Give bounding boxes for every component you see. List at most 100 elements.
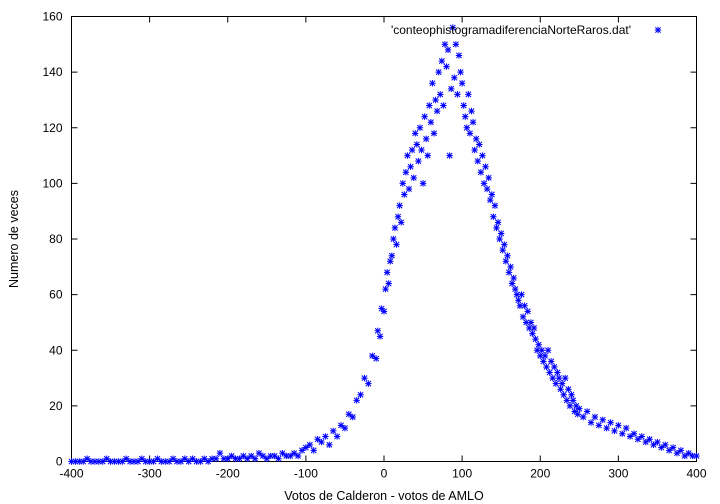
data-point: [440, 102, 447, 109]
data-point: [224, 455, 231, 462]
data-point: [499, 246, 506, 254]
data-point: [365, 380, 372, 387]
data-point: [665, 447, 673, 454]
data-points: [68, 24, 700, 465]
data-point: [507, 263, 514, 271]
data-point: [212, 455, 220, 462]
data-point: [154, 455, 161, 462]
data-point: [496, 235, 503, 243]
data-point: [540, 358, 547, 365]
data-point: [435, 68, 442, 76]
x-axis: -400 -300 -200 -100 0 100 200 300 400: [59, 16, 707, 481]
data-point: [314, 436, 321, 443]
x-tick-label: -400: [59, 467, 83, 481]
data-point: [677, 447, 685, 454]
data-point: [290, 449, 298, 457]
data-point: [396, 202, 403, 209]
data-point: [294, 452, 302, 460]
data-point: [255, 449, 263, 457]
data-point: [244, 455, 251, 462]
data-point: [259, 452, 267, 460]
data-point: [271, 452, 278, 460]
data-point: [599, 416, 606, 423]
data-point: [451, 74, 458, 81]
data-point: [482, 163, 489, 170]
data-point: [569, 397, 577, 404]
data-point: [306, 441, 313, 449]
data-point: [391, 224, 399, 232]
data-point: [547, 358, 555, 365]
data-point: [407, 163, 414, 170]
data-point: [437, 91, 444, 98]
data-point: [68, 458, 75, 465]
data-point: [393, 241, 400, 248]
data-point: [390, 235, 397, 243]
data-point: [419, 180, 427, 187]
data-point: [330, 427, 337, 435]
data-point: [376, 333, 384, 340]
data-point: [208, 455, 216, 462]
data-point: [91, 458, 99, 465]
data-point: [689, 452, 696, 460]
data-point: [107, 458, 114, 465]
data-point: [405, 185, 413, 193]
data-point: [429, 80, 436, 87]
data-point: [458, 80, 466, 87]
data-point: [404, 152, 411, 159]
data-point: [554, 369, 561, 376]
y-tick-label: 0: [56, 455, 63, 469]
data-point: [454, 91, 461, 98]
data-point: [541, 352, 549, 360]
data-point: [413, 141, 421, 148]
data-point: [546, 369, 553, 376]
data-point: [535, 341, 542, 348]
data-point: [361, 374, 368, 382]
data-point: [424, 152, 431, 159]
data-point: [583, 408, 591, 415]
x-tick-label: 400: [686, 467, 706, 481]
y-axis: 0 20 40 60 80 100 120 140 160: [42, 10, 697, 469]
data-point: [432, 96, 439, 104]
data-point: [622, 424, 630, 432]
data-point: [119, 458, 126, 465]
data-point: [95, 458, 103, 465]
y-tick-label: 20: [49, 399, 63, 413]
data-point: [310, 447, 317, 454]
data-point: [460, 102, 467, 109]
data-point: [279, 449, 286, 457]
data-point: [72, 458, 79, 465]
data-point: [538, 347, 546, 354]
y-tick-label: 80: [49, 232, 63, 246]
data-point: [333, 433, 341, 440]
data-point: [562, 374, 569, 382]
data-point: [474, 157, 481, 165]
data-point: [565, 385, 572, 393]
data-point: [150, 458, 157, 465]
data-point: [560, 391, 567, 398]
data-point: [158, 458, 165, 465]
data-point: [421, 113, 428, 120]
data-point: [650, 441, 657, 449]
data-point: [551, 363, 558, 371]
data-point: [438, 57, 446, 65]
data-point: [530, 324, 538, 332]
data-point: [267, 452, 274, 460]
data-point: [412, 130, 419, 137]
data-point: [607, 419, 614, 426]
data-point: [134, 458, 142, 465]
data-point: [240, 452, 247, 460]
y-tick-label: 120: [42, 121, 62, 135]
data-point: [283, 452, 290, 460]
data-point: [452, 41, 460, 48]
data-point: [595, 422, 603, 429]
data-point: [173, 458, 181, 465]
data-point: [111, 458, 118, 465]
data-point: [402, 169, 410, 176]
data-point: [216, 449, 224, 457]
data-point: [568, 391, 575, 398]
data-point: [247, 452, 255, 460]
data-point: [326, 441, 333, 449]
data-point: [287, 452, 294, 460]
data-point: [142, 458, 149, 465]
data-point: [397, 219, 405, 226]
